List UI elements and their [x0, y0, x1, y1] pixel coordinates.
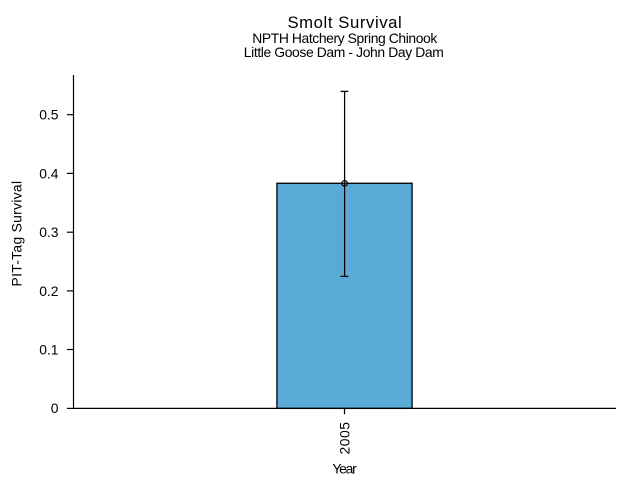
svg-text:0.1: 0.1	[39, 341, 59, 357]
svg-text:Smolt Survival: Smolt Survival	[287, 13, 401, 32]
svg-text:0.3: 0.3	[39, 224, 59, 240]
svg-text:0.2: 0.2	[39, 283, 59, 299]
svg-text:NPTH Hatchery Spring Chinook: NPTH Hatchery Spring Chinook	[252, 30, 437, 46]
svg-text:0.5: 0.5	[39, 107, 59, 123]
svg-text:Year: Year	[332, 460, 357, 476]
svg-text:PIT-Tag Survival: PIT-Tag Survival	[9, 181, 25, 287]
svg-text:0.4: 0.4	[39, 165, 59, 181]
svg-text:2005: 2005	[337, 422, 353, 455]
svg-text:0: 0	[51, 400, 59, 416]
svg-text:Little Goose Dam - John Day Da: Little Goose Dam - John Day Dam	[244, 44, 444, 60]
